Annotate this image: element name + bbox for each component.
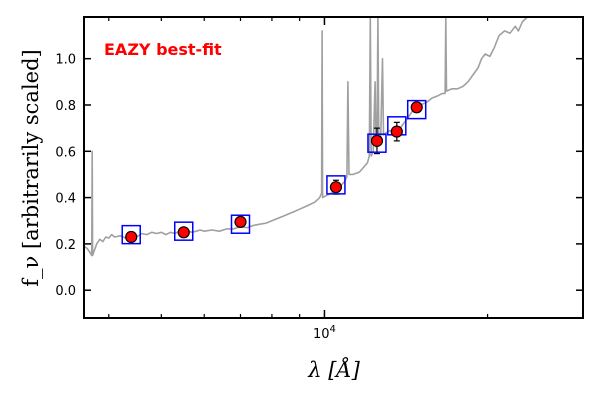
model-square (230, 214, 251, 234)
y-axis-title: f_ν [arbitrarily scaled] (19, 49, 43, 286)
y-tick-label: 1.0 (55, 53, 76, 68)
data-point (177, 226, 190, 239)
x-axis-title: λ [Å] (307, 357, 360, 382)
y-tick-label: 0.0 (55, 284, 76, 299)
model-photometry-squares (121, 99, 427, 245)
data-point (234, 215, 247, 229)
data-point (390, 125, 403, 138)
model-square (121, 224, 141, 245)
observed-photometry-points (125, 101, 423, 244)
data-point (370, 134, 384, 147)
axis-ticks: 0.0 0.2 0.4 0.6 0.8 1.0 104 (55, 17, 584, 342)
model-square (367, 133, 387, 153)
y-tick-label: 0.4 (55, 192, 76, 207)
svg-text:f_ν [arbitrarily scaled]: f_ν [arbitrarily scaled] (19, 49, 43, 286)
annotation-label: EAZY best-fit (104, 40, 222, 59)
model-square (326, 175, 346, 195)
data-point (125, 230, 138, 244)
plot-frame (83, 16, 584, 319)
x-tick-label: 104 (313, 324, 336, 342)
y-tick-label: 0.6 (55, 145, 76, 160)
model-square (406, 99, 427, 120)
data-point (410, 101, 423, 114)
model-square (173, 221, 194, 241)
y-tick-label: 0.2 (55, 238, 76, 253)
data-point (329, 181, 343, 194)
svg-text:λ [Å]: λ [Å] (307, 357, 360, 382)
y-tick-label: 0.8 (55, 99, 76, 114)
